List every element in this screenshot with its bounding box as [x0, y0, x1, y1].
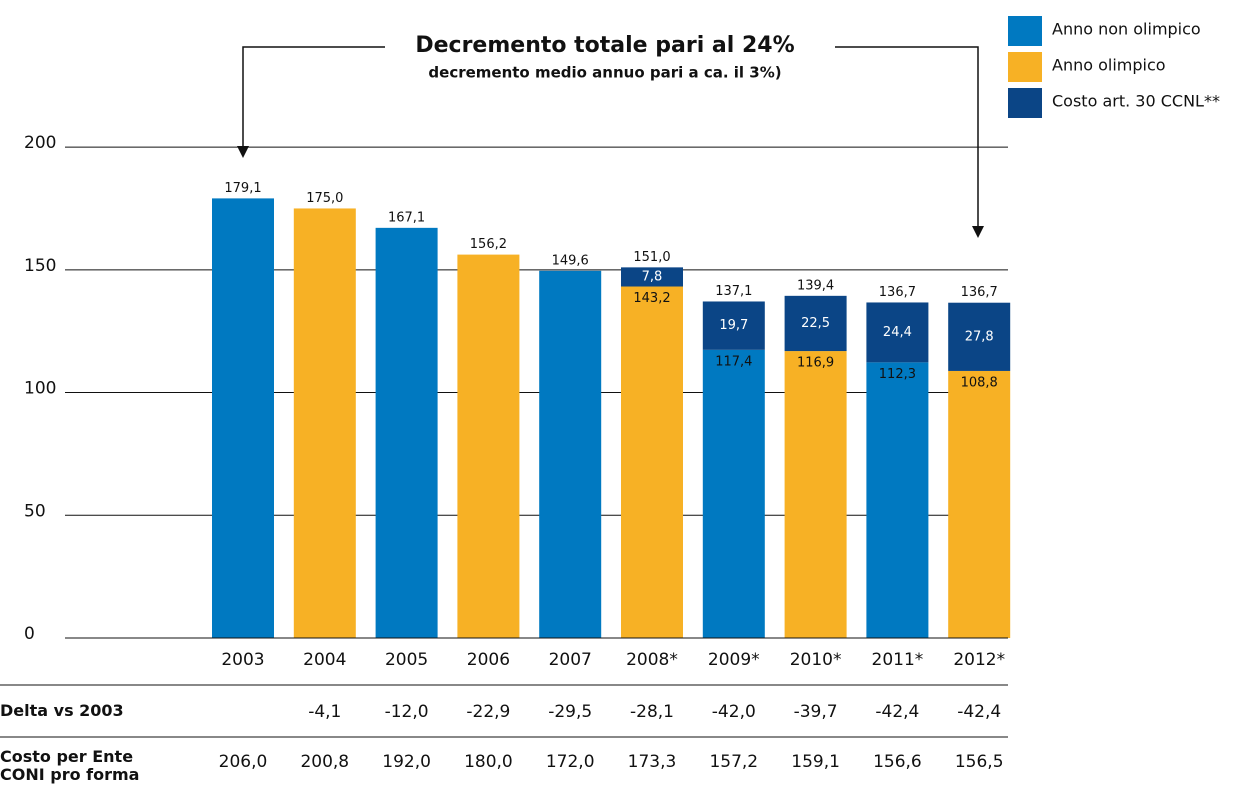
- value-label: 22,5: [801, 316, 830, 331]
- arrow: [835, 46, 979, 230]
- bar-segment: [784, 295, 847, 352]
- x-tick-label: 2003: [221, 650, 264, 670]
- total-label: 149,6: [552, 253, 589, 268]
- row-label: Costo per Ente CONI pro forma: [0, 747, 140, 784]
- value-label: 7,8: [642, 269, 663, 284]
- bar-segment: [212, 198, 274, 638]
- row-value: 156,6: [873, 752, 922, 772]
- y-tick-label: 0: [24, 624, 35, 644]
- value-label: 143,2: [633, 291, 670, 306]
- total-label: 136,7: [961, 285, 998, 300]
- y-tick-label: 200: [24, 133, 56, 153]
- row-value: 180,0: [464, 752, 513, 772]
- row-value: -12,0: [385, 702, 429, 722]
- x-tick-label: 2009*: [708, 650, 760, 670]
- row-value: -42,0: [712, 702, 756, 722]
- bar-segment: [457, 254, 520, 638]
- row-value: -42,4: [875, 702, 919, 722]
- legend-swatch: [1008, 52, 1042, 82]
- total-label: 167,1: [388, 210, 425, 225]
- value-label: 19,7: [719, 318, 748, 333]
- bar-segment: [866, 302, 929, 363]
- x-tick-label: 2010*: [790, 650, 842, 670]
- bar-segment: [784, 351, 847, 638]
- total-label: 156,2: [470, 237, 507, 252]
- row-value: -39,7: [794, 702, 838, 722]
- x-tick-label: 2012*: [953, 650, 1005, 670]
- bar-segment: [948, 370, 1011, 638]
- row-value: 172,0: [546, 752, 595, 772]
- value-label: 24,4: [883, 325, 912, 340]
- x-tick-label: 2011*: [872, 650, 924, 670]
- x-tick-label: 2006: [467, 650, 510, 670]
- total-label: 137,1: [715, 284, 752, 299]
- legend-label: Anno non olimpico: [1052, 20, 1201, 39]
- bar-segment: [621, 267, 683, 287]
- bar-segment: [866, 362, 929, 638]
- row-label: Delta vs 2003: [0, 701, 124, 720]
- row-value: 156,5: [955, 752, 1004, 772]
- value-label: 112,3: [879, 367, 916, 382]
- total-label: 179,1: [224, 181, 261, 196]
- row-value: -29,5: [548, 702, 592, 722]
- value-label: 117,4: [715, 354, 752, 369]
- value-label: 27,8: [965, 329, 994, 344]
- y-tick-label: 50: [24, 501, 46, 521]
- annotation-subtitle: decremento medio annuo pari a ca. il 3%): [428, 64, 781, 82]
- annotation-title: Decremento totale pari al 24%: [415, 33, 794, 58]
- row-value: 206,0: [219, 752, 268, 772]
- legend-label: Anno olimpico: [1052, 56, 1166, 75]
- arrowhead: [237, 146, 249, 158]
- row-value: -28,1: [630, 702, 674, 722]
- y-tick-label: 100: [24, 379, 56, 399]
- arrow: [242, 46, 385, 150]
- total-label: 136,7: [879, 285, 916, 300]
- row-value: 157,2: [709, 752, 758, 772]
- total-label: 139,4: [797, 278, 834, 293]
- bar-segment: [375, 227, 438, 638]
- row-value: 192,0: [382, 752, 431, 772]
- x-tick-label: 2004: [303, 650, 346, 670]
- row-value: -42,4: [957, 702, 1001, 722]
- bar-segment: [539, 270, 602, 638]
- legend-swatch: [1008, 88, 1042, 118]
- bar-segment: [948, 302, 1011, 371]
- bar-segment: [702, 301, 765, 350]
- row-value: 159,1: [791, 752, 840, 772]
- total-label: 175,0: [306, 191, 343, 206]
- row-value: -4,1: [308, 702, 341, 722]
- legend-label: Costo art. 30 CCNL**: [1052, 92, 1220, 111]
- bar-segment: [702, 349, 765, 638]
- x-tick-label: 2005: [385, 650, 428, 670]
- bar-segment: [293, 208, 356, 639]
- x-tick-label: 2007: [549, 650, 592, 670]
- arrowhead: [972, 226, 984, 238]
- row-value: 200,8: [300, 752, 349, 772]
- x-tick-label: 2008*: [626, 650, 678, 670]
- legend-swatch: [1008, 16, 1042, 46]
- total-label: 151,0: [633, 250, 670, 265]
- value-label: 116,9: [797, 356, 834, 371]
- row-value: -22,9: [466, 702, 510, 722]
- bar-segment: [621, 286, 683, 638]
- y-tick-label: 150: [24, 256, 56, 276]
- value-label: 108,8: [961, 375, 998, 390]
- row-value: 173,3: [628, 752, 677, 772]
